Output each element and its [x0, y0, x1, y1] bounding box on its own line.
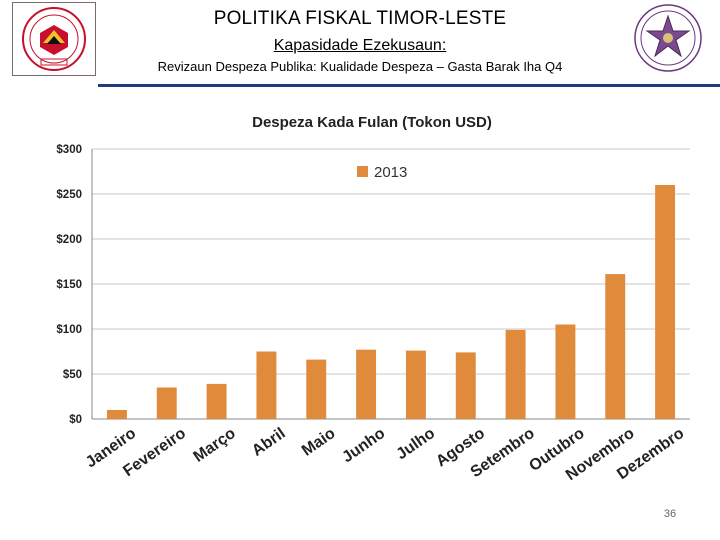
bar-chart: Despeza Kada Fulan (Tokon USD) $0 $50 $100 $…: [56, 114, 690, 484]
bar-março: [206, 383, 227, 419]
y-tick-label: $150: [56, 279, 82, 291]
bar-abril: [256, 351, 277, 419]
chart-area: Despeza Kada Fulan (Tokon USD) $0 $50 $100 $…: [0, 96, 720, 516]
seal-graphic: [22, 7, 86, 71]
bar-junho: [356, 349, 377, 419]
bar-dezembro: [655, 185, 676, 419]
ministry-emblem-graphic: [634, 4, 702, 72]
legend-swatch-2013: [357, 166, 368, 177]
bar-agosto: [455, 352, 476, 419]
x-tick-label-abril: Abril: [249, 425, 289, 460]
bar-janeiro: [106, 410, 127, 419]
x-tick-label-junho: Junho: [339, 425, 388, 467]
bar-outubro: [555, 324, 576, 419]
legend-label-2013: 2013: [374, 164, 407, 181]
y-tick-label: $300: [56, 144, 82, 156]
y-tick-label: $50: [63, 369, 82, 381]
y-tick-label: $0: [69, 414, 82, 426]
x-tick-label-julho: Julho: [393, 425, 438, 464]
chart-title: Despeza Kada Fulan (Tokon USD): [252, 114, 492, 131]
bar-setembro: [505, 329, 526, 419]
bar-julho: [405, 350, 426, 419]
y-tick-label: $100: [56, 324, 82, 336]
timor-leste-seal-logo: [12, 2, 96, 76]
ministry-star-logo: [632, 2, 704, 74]
y-tick-label: $200: [56, 234, 82, 246]
slide-subtitle: Kapasidade Ezekusaun:: [0, 37, 720, 55]
slide-subline: Revizaun Despeza Publika: Kualidade Desp…: [157, 59, 563, 74]
slide-title: POLITIKA FISKAL TIMOR-LESTE: [213, 8, 507, 29]
bar-novembro: [605, 274, 626, 419]
bar-maio: [306, 359, 327, 419]
slide-header: POLITIKA FISKAL TIMOR-LESTE Kapasidade E…: [0, 0, 720, 90]
slide-subtitle-text: Kapasidade Ezekusaun:: [273, 37, 447, 54]
x-tick-label-maio: Maio: [299, 425, 339, 460]
page-number: 36: [663, 508, 677, 520]
header-rule: [98, 84, 720, 87]
y-tick-label: $250: [56, 189, 82, 201]
bar-fevereiro: [156, 387, 177, 419]
x-tick-label-março: Março: [190, 425, 239, 466]
